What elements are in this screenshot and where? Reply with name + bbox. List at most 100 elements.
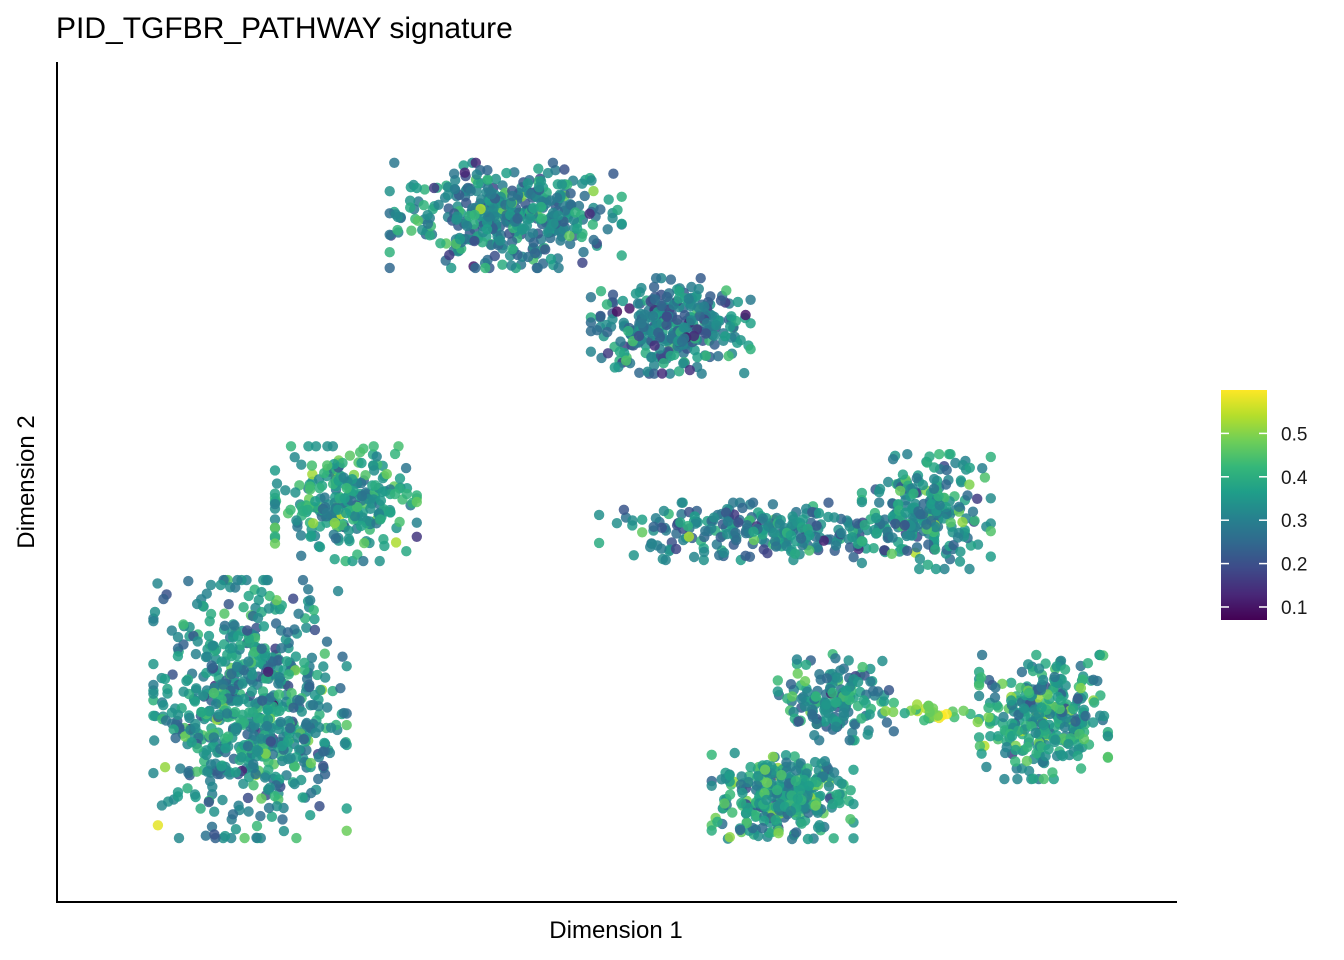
data-point	[384, 186, 395, 197]
data-point	[248, 759, 259, 770]
data-point	[734, 824, 746, 836]
data-point	[948, 540, 959, 551]
data-point	[314, 801, 325, 812]
data-point	[827, 798, 838, 810]
data-point	[745, 761, 756, 773]
data-point	[318, 760, 329, 772]
data-point	[705, 291, 716, 302]
data-point	[167, 669, 178, 680]
data-point	[1038, 773, 1050, 785]
data-point	[273, 689, 285, 700]
data-point	[848, 798, 859, 810]
data-point	[614, 346, 626, 357]
data-point	[243, 590, 254, 602]
data-point	[1074, 728, 1085, 740]
data-point	[810, 800, 821, 811]
data-point	[609, 362, 620, 373]
data-point	[736, 771, 747, 782]
data-point	[648, 360, 660, 371]
data-point	[344, 450, 356, 461]
data-point	[888, 726, 899, 737]
data-point	[476, 194, 487, 205]
data-point	[637, 514, 648, 525]
data-point	[618, 504, 630, 515]
data-point	[739, 367, 750, 379]
data-point	[673, 293, 685, 304]
data-point	[844, 542, 856, 553]
data-point	[159, 762, 171, 773]
data-point	[914, 563, 925, 575]
data-point	[204, 706, 215, 717]
data-point	[335, 683, 346, 694]
data-point	[940, 479, 952, 490]
data-point	[1043, 744, 1054, 755]
data-point	[678, 322, 689, 333]
data-point	[535, 201, 547, 213]
data-point	[660, 554, 671, 566]
data-point	[623, 325, 634, 337]
data-point	[983, 712, 994, 723]
data-point	[329, 554, 340, 565]
data-point	[902, 449, 913, 460]
data-point	[856, 557, 868, 569]
data-point	[273, 678, 284, 689]
data-point	[724, 770, 735, 781]
data-point	[285, 504, 296, 515]
data-point	[818, 535, 829, 546]
data-point	[257, 686, 269, 697]
data-point	[330, 533, 342, 544]
data-point	[1031, 649, 1042, 661]
data-point	[299, 657, 310, 668]
data-point	[540, 244, 551, 255]
data-point	[201, 651, 213, 662]
data-point	[762, 548, 773, 559]
data-point	[673, 366, 685, 377]
data-point	[195, 803, 206, 814]
data-point	[800, 659, 812, 670]
data-point	[310, 441, 322, 452]
data-point	[901, 530, 912, 542]
data-point	[304, 681, 315, 693]
data-point	[412, 215, 424, 226]
data-point	[296, 706, 307, 717]
data-point	[306, 460, 318, 471]
data-point	[300, 719, 312, 730]
data-point	[290, 487, 301, 498]
data-point	[720, 331, 731, 342]
data-point	[616, 250, 627, 261]
data-point	[293, 608, 304, 619]
data-point	[190, 648, 202, 660]
data-point	[341, 803, 352, 814]
data-point	[1068, 703, 1079, 715]
data-point	[727, 807, 738, 818]
data-point	[449, 183, 460, 195]
data-point	[1094, 710, 1106, 721]
data-point	[368, 441, 379, 452]
data-point	[883, 476, 894, 488]
data-point	[536, 213, 548, 224]
data-point	[675, 517, 686, 528]
data-point	[706, 825, 717, 836]
data-point	[454, 234, 466, 245]
data-point	[985, 493, 996, 504]
data-point	[934, 449, 945, 460]
data-point	[1001, 742, 1012, 753]
data-point	[392, 224, 403, 236]
data-point	[360, 470, 371, 481]
data-point	[751, 810, 762, 821]
data-point	[887, 454, 899, 465]
data-point	[624, 303, 635, 314]
data-point	[630, 288, 642, 299]
data-point	[488, 203, 499, 214]
data-point	[981, 761, 992, 773]
data-point	[694, 311, 705, 322]
data-point	[1102, 731, 1114, 742]
data-point	[747, 497, 759, 508]
data-point	[709, 339, 720, 350]
data-point	[220, 743, 231, 754]
data-point	[922, 559, 934, 570]
data-point	[305, 531, 316, 542]
data-point	[232, 574, 243, 586]
data-point	[152, 578, 163, 589]
data-point	[790, 775, 801, 787]
